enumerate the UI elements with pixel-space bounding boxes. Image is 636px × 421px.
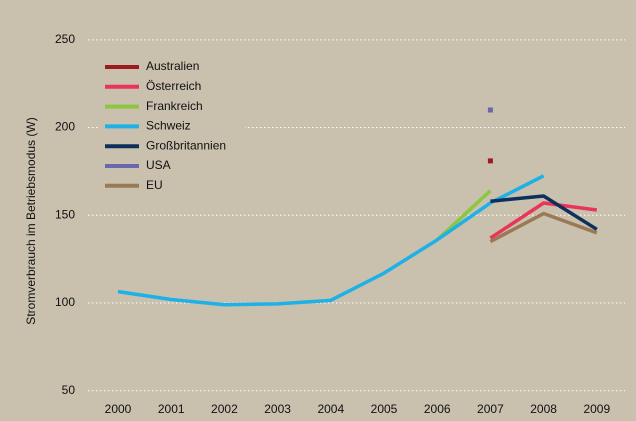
legend-label: Australien — [146, 59, 199, 73]
x-tick-label: 2001 — [158, 402, 185, 416]
legend-label: Frankreich — [146, 99, 203, 113]
y-tick-label: 100 — [55, 295, 75, 309]
x-tick-label: 2007 — [477, 402, 504, 416]
series-line — [490, 194, 598, 231]
series-line — [117, 174, 545, 307]
y-tick-label: 50 — [62, 383, 76, 397]
x-tick-label: 2004 — [317, 402, 344, 416]
legend-label: EU — [146, 178, 163, 192]
series-line — [489, 201, 598, 240]
y-axis-label: Stromverbrauch im Betriebsmodus (W) — [24, 117, 38, 324]
point — [487, 158, 493, 164]
legend-label: USA — [146, 158, 171, 172]
y-tick-label: 250 — [55, 32, 75, 46]
legend-label: Österreich — [146, 79, 201, 93]
x-tick-label: 2003 — [264, 402, 291, 416]
x-tick-label: 2002 — [211, 402, 238, 416]
series-line — [489, 211, 598, 244]
legend-label: Großbritannien — [146, 138, 226, 152]
x-tick-label: 2000 — [105, 402, 132, 416]
legend-label: Schweiz — [146, 119, 191, 133]
x-tick-label: 2008 — [530, 402, 557, 416]
y-tick-label: 150 — [55, 207, 75, 221]
x-tick-label: 2009 — [583, 402, 610, 416]
x-tick-label: 2006 — [424, 402, 451, 416]
y-tick-label: 200 — [55, 120, 75, 134]
x-tick-label: 2005 — [371, 402, 398, 416]
point — [487, 107, 493, 113]
